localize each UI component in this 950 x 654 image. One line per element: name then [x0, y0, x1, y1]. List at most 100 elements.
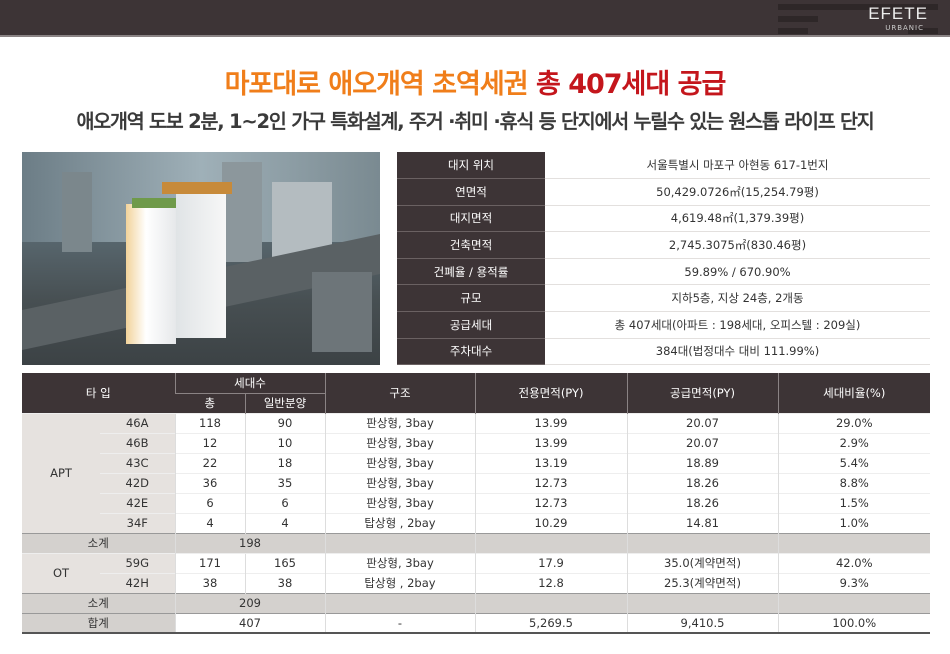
overview-label: 건축면적 — [397, 231, 545, 259]
header-structure: 구조 — [324, 373, 475, 413]
overview-value: 서울특별시 마포구 아현동 617-1번지 — [545, 152, 930, 180]
cell: 판상형, 3bay — [324, 492, 475, 513]
cell: 29.0% — [777, 412, 930, 433]
overview-label: 대지 위치 — [397, 152, 545, 180]
cell: 20.07 — [626, 432, 778, 453]
subtotal-row: 소계 209 — [22, 592, 930, 613]
total-structure: - — [324, 612, 475, 633]
overview-label: 주차대수 — [397, 338, 545, 366]
cell: 13.99 — [474, 432, 627, 453]
cell: 6 — [174, 492, 245, 513]
cell: 4 — [244, 512, 325, 533]
building-rendering-image — [22, 152, 380, 365]
table-row: 42H 38 38 탑상형 , 2bay 12.8 25.3(계약면적) 9.3% — [22, 572, 930, 593]
cell: 38 — [174, 572, 245, 593]
header-ratio: 세대비율(%) — [777, 373, 930, 413]
cell: 165 — [244, 552, 325, 573]
overview-row: 연면적 50,429.0726㎡(15,254.79평) — [397, 178, 930, 206]
overview-value: 총 407세대(아파트 : 198세대, 오피스텔 : 209실) — [545, 311, 930, 339]
cell: 8.8% — [777, 472, 930, 493]
cell: 13.19 — [474, 452, 627, 473]
subtotal-label: 소계 — [22, 532, 175, 553]
overview-value: 50,429.0726㎡(15,254.79평) — [545, 178, 930, 206]
subtotal-row: 소계 198 — [22, 532, 930, 553]
cell: 9.3% — [777, 572, 930, 593]
overview-value: 2,745.3075㎡(830.46평) — [545, 231, 930, 259]
cell: 6 — [244, 492, 325, 513]
total-exclusive: 5,269.5 — [474, 612, 627, 633]
cell: 18.26 — [626, 472, 778, 493]
subtotal-label: 소계 — [22, 592, 175, 613]
cell: 12.73 — [474, 472, 627, 493]
cell: 13.99 — [474, 412, 627, 433]
cell: 59G — [100, 552, 175, 573]
cell: 판상형, 3bay — [324, 412, 475, 433]
cell: 46B — [100, 432, 175, 453]
overview-value: 384대(법정대수 대비 111.99%) — [545, 338, 930, 366]
table-row: 42E 6 6 판상형, 3bay 12.73 18.26 1.5% — [22, 492, 930, 513]
subtotal-value: 209 — [174, 592, 325, 613]
cell: 12 — [174, 432, 245, 453]
header-total: 총 — [175, 393, 245, 413]
overview-value: 4,619.48㎡(1,379.39평) — [545, 205, 930, 233]
page-title: 마포대로 애오개역 초역세권 총 407세대 공급 — [0, 62, 950, 101]
overview-row: 대지 위치 서울특별시 마포구 아현동 617-1번지 — [397, 152, 930, 180]
cell: 10 — [244, 432, 325, 453]
cell: 35 — [244, 472, 325, 493]
cell: 34F — [100, 512, 175, 533]
overview-row: 주차대수 384대(법정대수 대비 111.99%) — [397, 338, 930, 366]
cell: 22 — [174, 452, 245, 473]
cell: 10.29 — [474, 512, 627, 533]
table-row: 43C 22 18 판상형, 3bay 13.19 18.89 5.4% — [22, 452, 930, 473]
title-part2: 총 407세대 공급 — [535, 69, 726, 100]
group-label: OT — [22, 552, 100, 593]
cell: 2.9% — [777, 432, 930, 453]
cell: 90 — [244, 412, 325, 433]
cell: 1.5% — [777, 492, 930, 513]
overview-row: 규모 지하5층, 지상 24층, 2개동 — [397, 284, 930, 313]
cell: 171 — [174, 552, 245, 573]
cell: 20.07 — [626, 412, 778, 433]
overview-label: 대지면적 — [397, 205, 545, 233]
project-overview-table: 대지 위치 서울특별시 마포구 아현동 617-1번지 연면적 50,429.0726… — [397, 152, 930, 366]
cell: 판상형, 3bay — [324, 472, 475, 493]
cell: 42D — [100, 472, 175, 493]
cell: 36 — [174, 472, 245, 493]
overview-label: 규모 — [397, 284, 545, 313]
logo-name: EFETE — [868, 4, 928, 23]
overview-value: 59.89% / 670.90% — [545, 258, 930, 286]
overview-row: 공급세대 총 407세대(아파트 : 198세대, 오피스텔 : 209실) — [397, 311, 930, 339]
group-label: APT — [22, 412, 100, 533]
cell: 35.0(계약면적) — [626, 552, 778, 573]
cell: 18.26 — [626, 492, 778, 513]
header-exclusive: 전용면적(PY) — [474, 373, 627, 413]
cell: 42.0% — [777, 552, 930, 573]
cell: 판상형, 3bay — [324, 432, 475, 453]
unit-type-table: 타 입 세대수 구조 전용면적(PY) 공급면적(PY) 세대비율(%) 총 일… — [22, 373, 930, 634]
overview-value: 지하5층, 지상 24층, 2개동 — [545, 284, 930, 313]
total-households: 407 — [174, 612, 325, 633]
cell: 25.3(계약면적) — [626, 572, 778, 593]
header-general: 일반분양 — [244, 393, 325, 413]
subtotal-value: 198 — [174, 532, 325, 553]
cell: 38 — [244, 572, 325, 593]
overview-row: 건축면적 2,745.3075㎡(830.46평) — [397, 231, 930, 259]
header-households: 세대수 — [174, 373, 325, 394]
total-ratio: 100.0% — [777, 612, 930, 633]
logo-sub: URBANIC — [885, 24, 924, 32]
table-row: 42D 36 35 판상형, 3bay 12.73 18.26 8.8% — [22, 472, 930, 493]
cell: 18 — [244, 452, 325, 473]
cell: 46A — [100, 412, 175, 433]
header-supply: 공급면적(PY) — [626, 373, 778, 413]
overview-row: 대지면적 4,619.48㎡(1,379.39평) — [397, 205, 930, 233]
cell: 판상형, 3bay — [324, 552, 475, 573]
cell: 18.89 — [626, 452, 778, 473]
table-row: 46B 12 10 판상형, 3bay 13.99 20.07 2.9% — [22, 432, 930, 453]
table-row: 34F 4 4 탑상형 , 2bay 10.29 14.81 1.0% — [22, 512, 930, 533]
cell: 12.73 — [474, 492, 627, 513]
cell: 14.81 — [626, 512, 778, 533]
top-bar: EFETE URBANIC — [0, 0, 950, 37]
cell: 42H — [100, 572, 175, 593]
total-label: 합계 — [22, 612, 175, 633]
total-row: 합계 407-5,269.5 9,410.5 100.0% — [22, 612, 930, 633]
